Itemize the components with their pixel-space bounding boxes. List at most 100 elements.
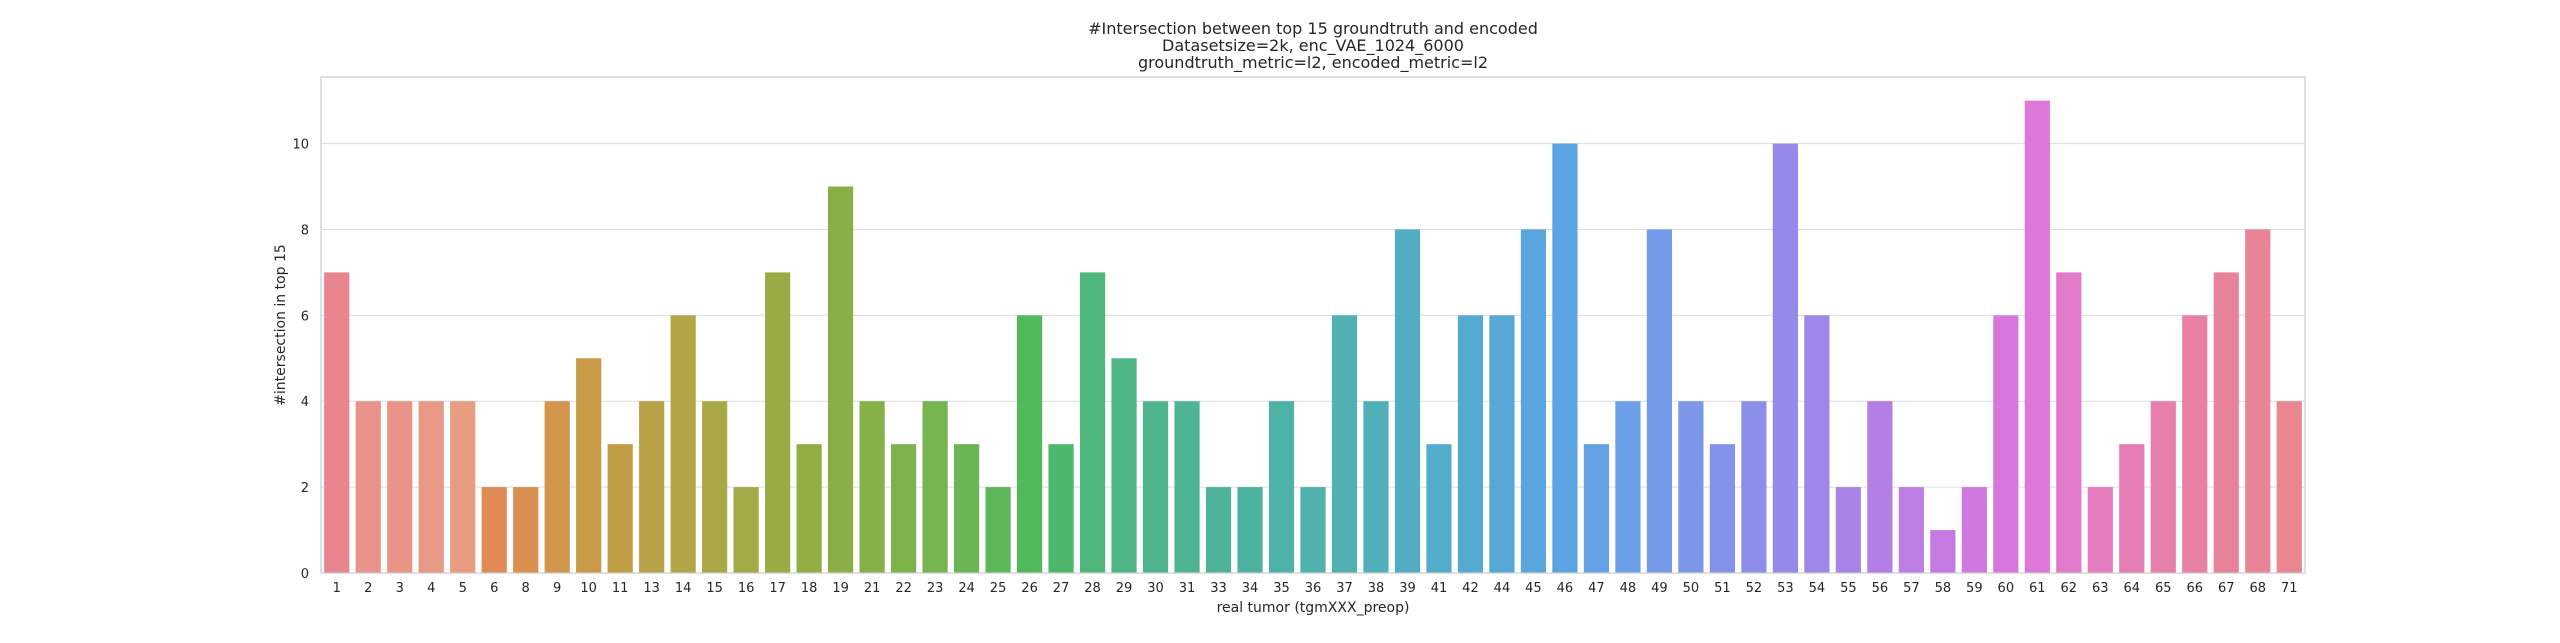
x-tick-label: 52 [1746,581,1763,596]
bar-52 [1741,401,1767,573]
x-tick-label: 23 [927,581,944,596]
bar-13 [639,401,665,573]
x-tick-label: 62 [2061,581,2078,596]
bar-58 [1930,530,1956,573]
x-tick-label: 33 [1210,581,1227,596]
bar-2 [355,401,381,573]
x-tick-label: 64 [2124,581,2141,596]
x-tick-label: 46 [1557,581,1574,596]
bar-44 [1489,315,1515,573]
bar-16 [733,487,759,573]
x-tick-label: 21 [864,581,881,596]
bar-31 [1174,401,1200,573]
title-line: #Intersection between top 15 groundtruth… [1088,19,1538,38]
y-tick-label: 4 [301,395,309,410]
x-tick-label: 42 [1462,581,1479,596]
x-tick-label: 55 [1840,581,1857,596]
bar-53 [1772,143,1798,573]
bar-57 [1898,487,1924,573]
x-tick-label: 8 [522,581,530,596]
x-tick-label: 5 [459,581,467,596]
x-tick-label: 60 [1998,581,2015,596]
x-tick-label: 14 [675,581,692,596]
y-tick-label: 6 [301,309,309,324]
bar-5 [450,401,476,573]
bar-9 [544,401,570,573]
bar-14 [670,315,696,573]
x-tick-label: 44 [1494,581,1511,596]
x-tick-label: 54 [1809,581,1826,596]
x-tick-label: 38 [1368,581,1385,596]
bar-59 [1961,487,1987,573]
x-tick-label: 6 [490,581,498,596]
bar-67 [2213,272,2239,573]
x-tick-label: 24 [958,581,975,596]
x-tick-label: 3 [396,581,404,596]
x-tick-label: 19 [832,581,849,596]
bar-61 [2024,100,2050,573]
bar-35 [1268,401,1295,573]
bar-11 [607,444,633,573]
x-tick-label: 56 [1872,581,1889,596]
bar-37 [1331,315,1358,573]
x-tick-label: 68 [2249,581,2266,596]
y-tick-label: 2 [301,481,309,496]
x-tick-label: 51 [1714,581,1731,596]
bar-28 [1079,272,1106,573]
x-tick-label: 22 [895,581,912,596]
x-tick-label: 37 [1336,581,1353,596]
bar-24 [953,444,980,573]
bar-23 [922,401,948,573]
x-tick-label: 13 [643,581,660,596]
x-tick-label: 35 [1273,581,1290,596]
x-tick-label: 18 [801,581,818,596]
x-tick-label: 71 [2281,581,2298,596]
bar-29 [1111,358,1137,573]
y-tick-label: 0 [301,567,309,582]
bar-1 [324,272,350,573]
x-tick-label: 27 [1053,581,1070,596]
title-line: Datasetsize=2k, enc_VAE_1024_6000 [1162,36,1464,56]
x-tick-label: 57 [1903,581,1920,596]
bar-18 [796,444,822,573]
x-tick-label: 63 [2092,581,2109,596]
x-tick-label: 30 [1147,581,1164,596]
bar-56 [1867,401,1893,573]
bar-8 [513,487,539,573]
y-tick-label: 10 [292,138,309,153]
bar-42 [1457,315,1484,573]
x-tick-label: 66 [2187,581,2204,596]
x-tick-label: 65 [2155,581,2172,596]
x-tick-label: 58 [1935,581,1952,596]
bar-47 [1583,444,1610,573]
y-tick-label: 8 [301,223,309,238]
chart-title: #Intersection between top 15 groundtruth… [1088,19,1538,73]
x-tick-label: 61 [2029,581,2046,596]
bar-45 [1520,229,1547,574]
x-tick-label: 4 [427,581,435,596]
bar-10 [576,358,602,573]
x-tick-label: 48 [1620,581,1637,596]
x-tick-label: 25 [990,581,1007,596]
bar-51 [1709,444,1735,573]
x-tick-label: 34 [1242,581,1259,596]
x-tick-label: 45 [1525,581,1542,596]
bar-34 [1237,487,1263,573]
bar-19 [828,186,854,573]
title-line: groundtruth_metric=l2, encoded_metric=l2 [1138,53,1488,73]
x-tick-label: 16 [738,581,755,596]
bar-48 [1615,401,1641,573]
x-tick-labels: 1 2 3 4 5 6 8 9 10 11 13 14 15 16 17 18 19 21 22 23 24 25 26 27… [333,581,2298,596]
x-tick-label: 15 [706,581,723,596]
bar-38 [1363,401,1389,573]
x-tick-label: 53 [1777,581,1794,596]
bar-3 [387,401,413,573]
x-tick-label: 47 [1588,581,1605,596]
bar-6 [481,487,507,573]
x-tick-label: 31 [1179,581,1196,596]
bar-55 [1835,487,1861,573]
x-tick-label: 41 [1431,581,1448,596]
x-tick-label: 10 [580,581,597,596]
x-tick-label: 2 [364,581,372,596]
